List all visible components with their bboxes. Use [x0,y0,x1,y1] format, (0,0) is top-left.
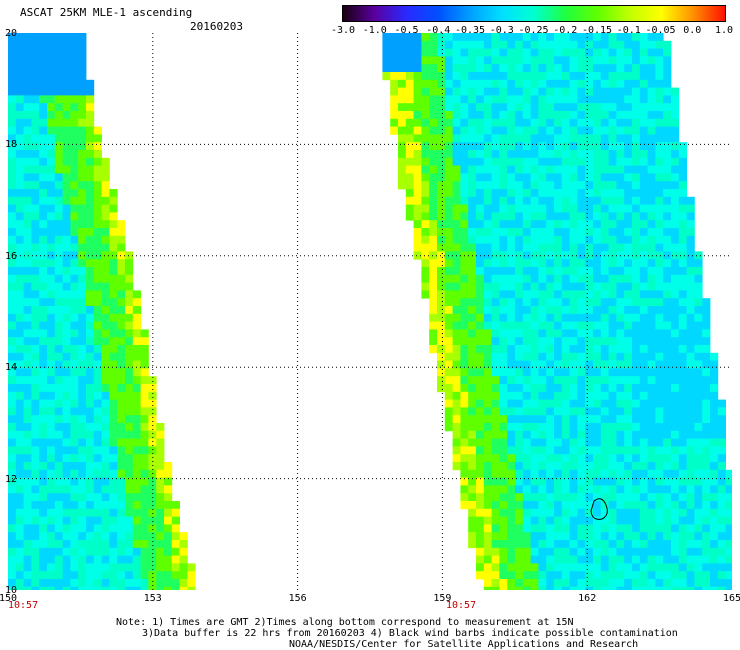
colorbar [342,5,726,22]
note-line-1: Note: 1) Times are GMT 2)Times along bot… [116,617,574,628]
colorbar-label: 1.0 [714,25,734,36]
colorbar-label: -0.05 [645,25,676,36]
longitude-tick-label: 153 [143,593,162,604]
swath-map [8,33,732,590]
colorbar-gradient [343,6,725,21]
longitude-tick-label: 156 [288,593,307,604]
longitude-tick-label: 165 [722,593,740,604]
time-label-left: 10:57 [8,600,39,611]
colorbar-label: -0.2 [553,25,578,36]
colorbar-label: 0.0 [683,25,702,36]
colorbar-label: -0.15 [581,25,613,36]
latitude-tick-label: 16 [5,250,18,262]
longitude-tick-label: 159 [433,593,452,604]
note-line-2: 3)Data buffer is 22 hrs from 20160203 4)… [142,628,678,639]
latitude-tick-label: 12 [5,473,18,485]
note-line-3: NOAA/NESDIS/Center for Satellite Applica… [289,639,639,650]
colorbar-label: -0.35 [454,25,486,36]
time-label-right: 10:57 [446,600,477,611]
map-date: 20160203 [190,20,243,33]
colorbar-label: -0.25 [518,25,549,36]
colorbar-label: -0.1 [616,25,641,36]
map-title: ASCAT 25KM MLE-1 ascending [20,6,193,19]
longitude-tick-label: 162 [578,593,597,604]
contamination-marker [590,498,608,520]
latitude-tick-label: 10 [5,585,18,596]
colorbar-label: -0.5 [394,25,419,36]
latitude-tick-label: 20 [5,28,18,39]
colorbar-label: -3.0 [330,25,356,36]
latitude-tick-label: 18 [5,139,18,151]
colorbar-label: -0.4 [426,25,451,36]
longitude-tick-label: 150 [0,593,18,604]
wind-swath-cells [8,33,732,590]
colorbar-label: -1.0 [362,25,387,36]
graticule [8,33,732,590]
latitude-tick-label: 14 [5,362,18,374]
colorbar-label: -0.3 [489,25,514,36]
